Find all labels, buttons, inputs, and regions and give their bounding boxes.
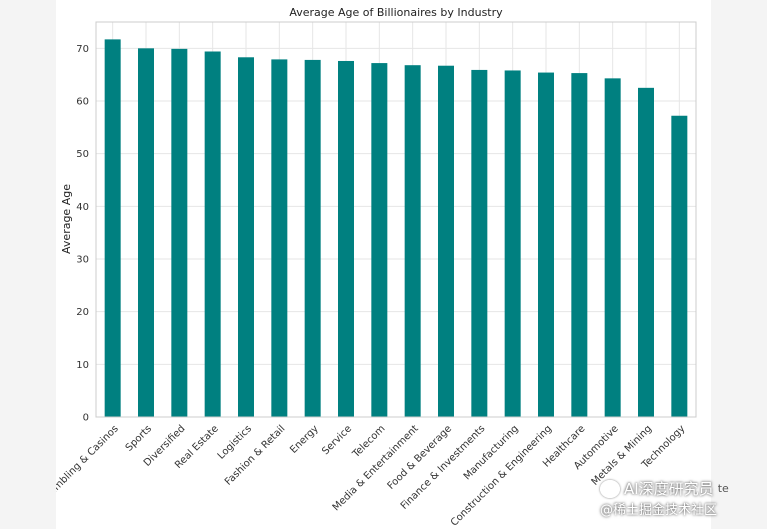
y-tick-label: 50 bbox=[76, 149, 89, 160]
bar-1 bbox=[138, 48, 154, 417]
x-tick-label: Service bbox=[320, 423, 354, 457]
y-tick-label: 0 bbox=[83, 413, 89, 424]
plot-frame bbox=[95, 21, 697, 418]
bar-10 bbox=[438, 65, 454, 418]
bar-12 bbox=[504, 70, 521, 417]
chart-title: Average Age of Billionaires by Industry bbox=[289, 6, 503, 19]
bar-13 bbox=[538, 72, 554, 417]
x-tick-label: Fashion & Retail bbox=[223, 423, 287, 487]
watermark-line-2: @稀土掘金技术社区 bbox=[600, 503, 718, 518]
wechat-icon bbox=[600, 480, 620, 498]
bar-17 bbox=[671, 115, 688, 417]
bar-6 bbox=[304, 59, 321, 418]
bar-8 bbox=[371, 63, 388, 418]
y-tick-labels: 0 10 20 30 40 50 60 70 bbox=[76, 44, 89, 424]
bar-2 bbox=[171, 48, 188, 418]
y-tick-label: 20 bbox=[76, 307, 89, 318]
bar-5 bbox=[271, 59, 288, 417]
x-tick-labels: Gambling & Casinos SportsDiversifiedReal … bbox=[56, 423, 688, 528]
bar-3 bbox=[204, 51, 221, 417]
x-tick-label: Gambling & Casinos bbox=[56, 423, 121, 502]
x-tick-label: Energy bbox=[288, 423, 321, 456]
y-tick-label: 60 bbox=[76, 97, 89, 108]
y-tick-label: 40 bbox=[76, 202, 89, 213]
watermark: AI深度研究员 te @稀土掘金技术社区 bbox=[600, 478, 767, 529]
bar-14 bbox=[571, 73, 588, 417]
bar-0 bbox=[104, 39, 121, 417]
bar-4 bbox=[238, 57, 254, 417]
y-tick-label: 30 bbox=[76, 255, 89, 266]
bar-15 bbox=[604, 78, 621, 417]
x-tick-label: Food & Beverage bbox=[386, 423, 455, 492]
watermark-hidden-label: te bbox=[717, 482, 729, 495]
bar-7 bbox=[338, 60, 354, 418]
bar-chart: Average Age of Billionaires by Industry … bbox=[56, 6, 697, 529]
x-tick-label: Sports bbox=[124, 423, 154, 453]
bar-16 bbox=[638, 87, 654, 417]
bars bbox=[104, 39, 688, 418]
figure-canvas: Average Age of Billionaires by Industry … bbox=[56, 0, 711, 529]
bar-11 bbox=[471, 69, 488, 417]
y-tick-label: 10 bbox=[76, 360, 89, 371]
bar-9 bbox=[404, 65, 421, 417]
y-tick-label: 70 bbox=[76, 44, 89, 55]
y-axis-label: Average Age bbox=[60, 184, 73, 254]
watermark-line-1: AI深度研究员 bbox=[624, 480, 714, 498]
